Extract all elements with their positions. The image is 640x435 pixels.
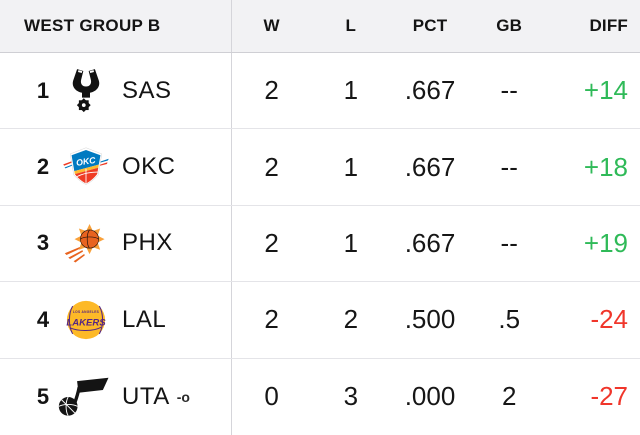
- group-title-cell: WEST GROUP B: [0, 0, 232, 52]
- team-abbr: UTA: [122, 382, 170, 410]
- pct-value: .667: [404, 227, 456, 258]
- team-stats: 2 1 .667 -- +14: [232, 53, 640, 128]
- column-header-gb: GB: [496, 16, 523, 35]
- wins-value: 2: [264, 151, 279, 182]
- wins-value: 2: [264, 75, 279, 106]
- team-abbr: PHX: [122, 229, 173, 257]
- pct-value: .667: [404, 75, 456, 106]
- suns-logo-icon: [58, 223, 114, 264]
- jazz-logo-icon: [58, 377, 114, 417]
- team-abbr: OKC: [122, 153, 176, 181]
- rank-label: 4: [36, 306, 50, 332]
- team-cell: 2 OKC: [0, 129, 232, 205]
- spurs-logo-icon: [58, 68, 114, 113]
- rank-label: 1: [36, 77, 50, 103]
- group-title: WEST GROUP B: [24, 16, 161, 35]
- gb-value: 2: [501, 381, 517, 412]
- svg-text:LAKERS: LAKERS: [66, 317, 106, 328]
- gb-value: --: [500, 151, 518, 182]
- losses-value: 2: [343, 304, 359, 335]
- diff-value: -24: [590, 304, 629, 335]
- rank-label: 3: [36, 230, 50, 256]
- column-header-pct: PCT: [412, 16, 448, 35]
- lakers-logo-icon: LOS ANGELES LAKERS: [58, 299, 114, 341]
- team-row-phx[interactable]: 3 PHX 2 1 .667 -- +19: [0, 205, 640, 283]
- team-row-okc[interactable]: 2 OKC: [0, 129, 640, 206]
- team-stats: 2 2 .500 .5 -24: [232, 282, 640, 357]
- gb-value: .5: [498, 304, 521, 335]
- diff-value: +14: [583, 75, 629, 106]
- losses-value: 1: [343, 75, 359, 106]
- column-header-l: L: [345, 16, 357, 35]
- team-cell: 5 UTA -o: [0, 358, 232, 435]
- pct-value: .667: [404, 151, 456, 182]
- svg-text:OKC: OKC: [75, 155, 96, 168]
- svg-text:LOS ANGELES: LOS ANGELES: [73, 310, 100, 314]
- diff-value: +19: [583, 227, 629, 258]
- team-stats: 2 1 .667 -- +19: [232, 206, 640, 281]
- team-cell: 4 LOS ANGELES LAKERS LAL: [0, 282, 232, 358]
- rank-label: 5: [36, 383, 50, 409]
- pct-value: .500: [404, 304, 456, 335]
- rank-label: 2: [36, 154, 50, 180]
- wins-value: 2: [264, 227, 279, 258]
- wins-value: 0: [264, 381, 279, 412]
- team-row-lal[interactable]: 4 LOS ANGELES LAKERS LAL 2 2 .500 .5 -24: [0, 282, 640, 359]
- column-header-w: W: [263, 16, 280, 35]
- gb-value: --: [500, 227, 518, 258]
- team-row-sas[interactable]: 1 SAS 2 1 .667 -- +14: [0, 53, 640, 130]
- header-columns: W L PCT GB DIFF: [232, 0, 640, 52]
- gb-value: --: [500, 75, 518, 106]
- elimination-indicator: -o: [176, 388, 190, 405]
- pct-value: .000: [404, 381, 456, 412]
- team-cell: 3 PHX: [0, 205, 232, 282]
- wins-value: 2: [264, 304, 279, 335]
- team-abbr: SAS: [122, 76, 172, 104]
- team-stats: 0 3 .000 2 -27: [232, 359, 640, 435]
- column-header-diff: DIFF: [589, 16, 629, 35]
- diff-value: +18: [583, 151, 629, 182]
- team-cell: 1 SAS: [0, 53, 232, 129]
- team-row-uta[interactable]: 5 UTA -o 0 3 .000 2 -27: [0, 358, 640, 435]
- thunder-logo-icon: OKC: [58, 146, 114, 188]
- diff-value: -27: [590, 381, 629, 412]
- standings-header: WEST GROUP B W L PCT GB DIFF: [0, 0, 640, 53]
- losses-value: 1: [343, 151, 359, 182]
- losses-value: 1: [343, 227, 359, 258]
- team-stats: 2 1 .667 -- +18: [232, 129, 640, 204]
- losses-value: 3: [343, 381, 359, 412]
- team-abbr: LAL: [122, 305, 167, 333]
